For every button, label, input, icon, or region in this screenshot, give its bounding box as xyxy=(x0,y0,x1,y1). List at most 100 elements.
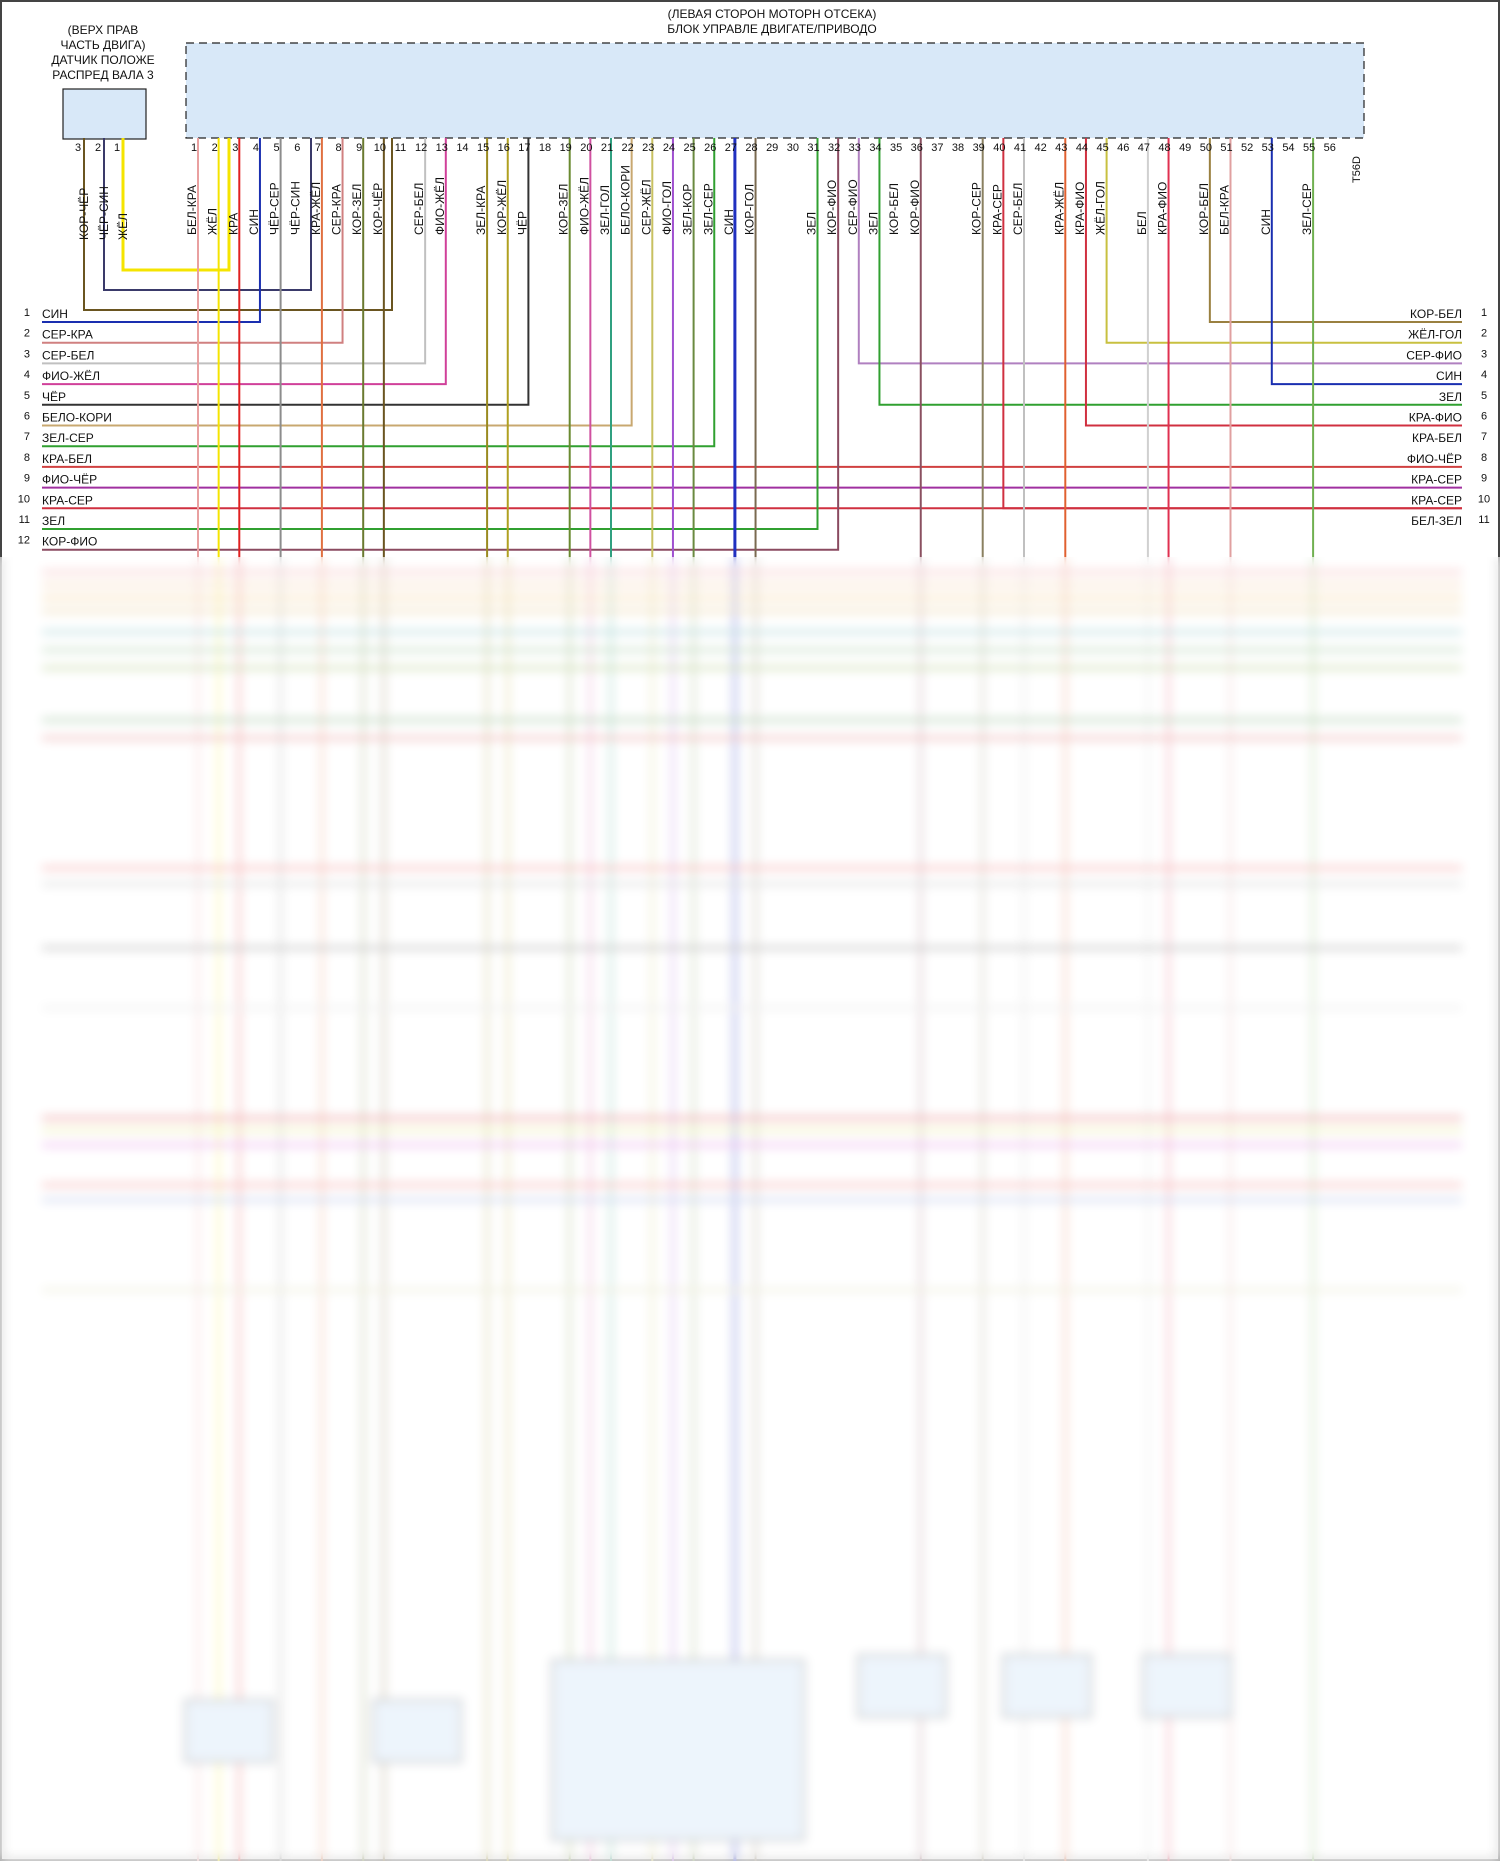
ecu-pin-number: 16 xyxy=(498,142,510,154)
ecu-wire-label: СИН xyxy=(1259,209,1273,235)
ecu-pin-number: 39 xyxy=(973,142,985,154)
right-row-number: 2 xyxy=(1481,328,1487,340)
ecu-pin-number: 8 xyxy=(335,142,341,154)
ecu-pin-number: 24 xyxy=(663,142,675,154)
ecu-wire-label: СЕР-КРА xyxy=(330,184,344,235)
wire-left-row xyxy=(42,138,427,365)
left-row-number: 12 xyxy=(18,535,30,547)
sensor-pin-number: 3 xyxy=(75,142,81,154)
ecu-wire-label: БЕЛ-КРА xyxy=(1218,185,1232,235)
ecu-pin-number: 33 xyxy=(849,142,861,154)
left-row-number: 3 xyxy=(24,348,30,360)
ecu-pin-number: 27 xyxy=(725,142,737,154)
left-row-number: 6 xyxy=(24,411,30,423)
ecu-wire-label: БЕЛ-КРА xyxy=(185,185,199,235)
wire-left-row xyxy=(42,138,633,427)
right-row-label: БЕЛ-ЗЕЛ xyxy=(1411,514,1462,528)
ecu-pin-number: 23 xyxy=(642,142,654,154)
ecu-wire-label: КРА-ЖЁЛ xyxy=(1052,182,1066,235)
ecu-wire-label: ЧЁР xyxy=(515,211,529,235)
ecu-wire-label: КОР-ФИО xyxy=(825,180,839,235)
sensor-title-line-2: ЧАСТЬ ДВИГА) xyxy=(61,38,146,52)
ecu-pin-number: 34 xyxy=(869,142,881,154)
sensor-title-line-4: РАСПРЕД ВАЛА 3 xyxy=(52,68,154,82)
left-row-number: 4 xyxy=(24,369,30,381)
ecu-wire-label: КРА xyxy=(226,213,240,235)
right-row-label: ЖЁЛ-ГОЛ xyxy=(1408,328,1462,342)
left-row-label: ЧЁР xyxy=(42,390,66,404)
ecu-pin-number: 10 xyxy=(374,142,386,154)
ecu-pin-number: 49 xyxy=(1179,142,1191,154)
ecu-wire-label: СЕР-ФИО xyxy=(846,179,860,235)
ecu-wire-label: ФИО-ЖЁЛ xyxy=(577,177,591,235)
ecu-pin-number: 22 xyxy=(622,142,634,154)
ecu-pin-number: 9 xyxy=(356,142,362,154)
ecu-pin-number: 12 xyxy=(415,142,427,154)
wire-right-row xyxy=(1270,138,1462,386)
ecu-pin-number: 55 xyxy=(1303,142,1315,154)
wire-right-row xyxy=(1084,138,1462,427)
ecu-pin-number: 52 xyxy=(1241,142,1253,154)
left-row-label: СЕР-КРА xyxy=(42,328,93,342)
ecu-wire-label: ЖЁЛ xyxy=(206,208,220,235)
left-row-label: БЕЛО-КОРИ xyxy=(42,411,112,425)
left-row-label: ЗЕЛ xyxy=(42,514,65,528)
left-row-number: 1 xyxy=(24,307,30,319)
ecu-wire-label: СЕР-БЕЛ xyxy=(412,183,426,235)
ecu-pin-number: 46 xyxy=(1117,142,1129,154)
wire-left-row xyxy=(42,138,819,530)
right-row-label: КРА-СЕР xyxy=(1411,493,1462,507)
right-row-number: 7 xyxy=(1481,431,1487,443)
ecu-pin-number: 40 xyxy=(993,142,1005,154)
left-row-number: 2 xyxy=(24,328,30,340)
ecu-pin-number: 54 xyxy=(1282,142,1294,154)
ecu-wire-label: КОР-ГОЛ xyxy=(743,184,757,235)
ecu-wire-label: СЕР-ЖЁЛ xyxy=(639,179,653,235)
ecu-pin-number: 42 xyxy=(1035,142,1047,154)
right-row-label: СЕР-ФИО xyxy=(1406,348,1462,362)
ecu-pin-number: 48 xyxy=(1158,142,1170,154)
sensor-title-line-3: ДАТЧИК ПОЛОЖЕ xyxy=(51,53,154,67)
ecu-wire-label: СИН xyxy=(247,209,261,235)
left-row-number: 5 xyxy=(24,390,30,402)
ecu-pin-number: 53 xyxy=(1262,142,1274,154)
ecu-pin-number: 56 xyxy=(1324,142,1336,154)
ecu-wire-label: ЧЁР-СЕР xyxy=(268,182,282,235)
ecu-pin-number: 45 xyxy=(1096,142,1108,154)
left-row-label: КРА-СЕР xyxy=(42,493,93,507)
ecu-pin-number: 51 xyxy=(1220,142,1232,154)
right-row-number: 10 xyxy=(1478,493,1490,505)
right-row-number: 1 xyxy=(1481,307,1487,319)
ecu-pin-number: 50 xyxy=(1200,142,1212,154)
right-row-label: СИН xyxy=(1436,369,1462,383)
ecu-wire-label: КРА-ФИО xyxy=(1073,182,1087,235)
wire-sensor-pin3 xyxy=(83,138,393,311)
ecu-wire-label: ФИО-ГОЛ xyxy=(660,181,674,235)
ecu-wire-label: ЖЁЛ-ГОЛ xyxy=(1094,181,1108,235)
right-row-number: 4 xyxy=(1481,369,1487,381)
right-row-number: 3 xyxy=(1481,348,1487,360)
sensor-wire-label: КОР-ЧЁР xyxy=(77,188,91,240)
right-row-label: ЗЕЛ xyxy=(1439,390,1462,404)
ecu-pin-number: 18 xyxy=(539,142,551,154)
ecu-wire-label: КОР-ЖЁЛ xyxy=(495,180,509,235)
right-row-label: КРА-ФИО xyxy=(1409,411,1462,425)
ecu-wire-label: БЕЛ xyxy=(1135,211,1149,235)
ecu-wire-label: ЗЕЛ-СЕР xyxy=(1300,183,1314,235)
left-row-label: ФИО-ЖЁЛ xyxy=(42,369,100,383)
ecu-pin-number: 32 xyxy=(828,142,840,154)
ecu-pin-number: 47 xyxy=(1138,142,1150,154)
wire-sensor-pin1 xyxy=(121,138,231,272)
wire-sensor-pin2 xyxy=(103,138,312,291)
wire-left-row xyxy=(42,138,530,406)
ecu-wire-label: КРА-ФИО xyxy=(1156,182,1170,235)
ecu-wire-label: ЗЕЛ-ГОЛ xyxy=(598,185,612,235)
sensor-pin-number: 2 xyxy=(95,142,101,154)
ecu-pin-number: 30 xyxy=(787,142,799,154)
ecu-wire-label: СЕР-БЕЛ xyxy=(1011,183,1025,235)
ecu-wire-label: КРА-ЖЁЛ xyxy=(309,182,323,235)
left-row-number: 9 xyxy=(24,473,30,485)
ecu-wire-label: ЗЕЛ-КРА xyxy=(474,186,488,235)
wire-left-row xyxy=(42,138,447,386)
ecu-pin-number: 4 xyxy=(253,142,259,154)
